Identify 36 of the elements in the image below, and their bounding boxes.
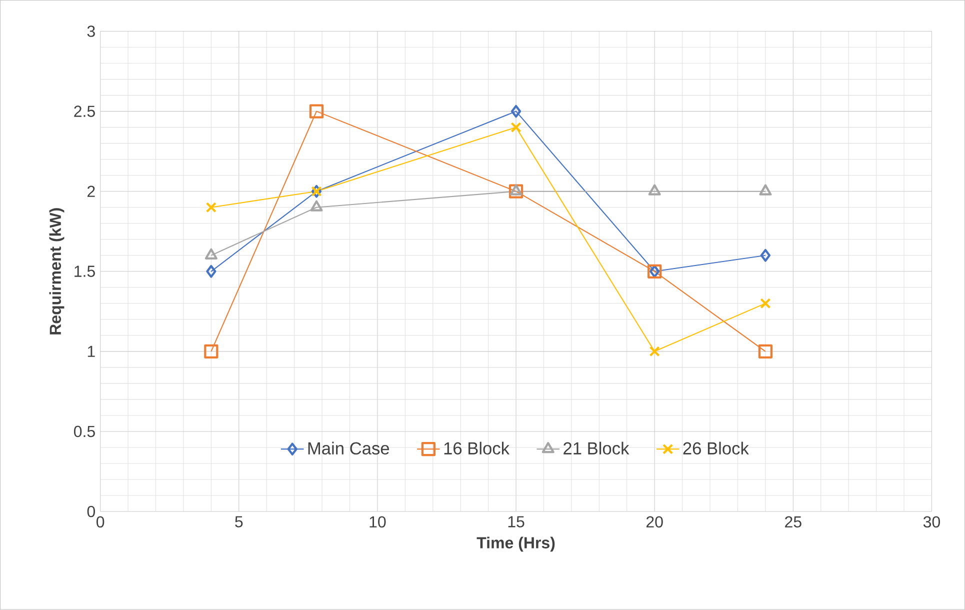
point — [204, 248, 218, 260]
legend-label: Main Case — [308, 442, 390, 455]
point — [510, 122, 522, 133]
legend-label: 21 Block — [564, 442, 630, 455]
x-axis-title: Time (Hrs) — [476, 536, 555, 552]
point — [760, 249, 771, 262]
x-tick-label: 5 — [235, 516, 243, 528]
legend-label: 26 Block — [683, 442, 749, 455]
y-axis-title: Requirment (kW) — [49, 208, 64, 334]
y-tick-label: 2 — [88, 186, 95, 198]
point — [310, 200, 323, 212]
point — [510, 105, 522, 118]
y-tick-label: 0.5 — [74, 426, 95, 438]
x-tick-label: 25 — [785, 516, 802, 528]
y-tick-label: 3 — [87, 26, 95, 38]
y-tick-label: 2.5 — [74, 106, 95, 118]
y-tick-label: 1.5 — [74, 266, 95, 278]
point — [649, 346, 660, 357]
x-tick-label: 30 — [923, 516, 940, 528]
point — [309, 104, 324, 118]
legend-label: 16 Block — [444, 442, 510, 455]
point — [510, 184, 522, 196]
y-tick-label: 0 — [87, 506, 95, 518]
point — [206, 265, 216, 278]
y-tick-label: 1 — [88, 346, 95, 358]
x-tick-label: 15 — [508, 516, 524, 528]
x-tick-label: 20 — [646, 516, 663, 528]
point — [204, 344, 218, 359]
x-tick-label: 10 — [370, 516, 386, 528]
point — [758, 344, 773, 359]
point — [508, 184, 524, 199]
point — [760, 298, 771, 309]
x-tick-label: 0 — [96, 516, 104, 528]
point — [759, 184, 772, 196]
point — [206, 202, 216, 213]
point — [648, 184, 661, 196]
